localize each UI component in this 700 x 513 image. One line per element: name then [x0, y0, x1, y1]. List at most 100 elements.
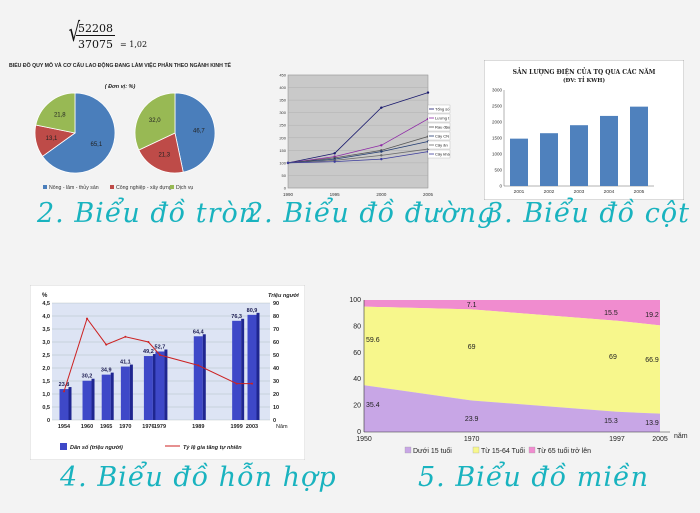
- line-point: [380, 154, 383, 157]
- y-tick-label: 350: [279, 98, 286, 103]
- combo-bar-side: [129, 364, 133, 420]
- pie-slice-label: 13,1: [46, 136, 58, 142]
- bar: [510, 138, 528, 186]
- pie-slice: [174, 92, 216, 173]
- formula-denominator: 37075: [78, 38, 113, 51]
- legend-box: [427, 104, 451, 114]
- pie-slice-label: 21,3: [158, 152, 170, 158]
- line-point: [380, 144, 383, 147]
- area-label: 7.1: [467, 302, 477, 309]
- legend-swatch: [472, 446, 480, 454]
- area-label: 69: [468, 344, 476, 351]
- combo-bar: [143, 356, 153, 420]
- area-label: 15.5: [604, 310, 618, 317]
- combo-bar: [155, 351, 165, 420]
- bar-title: SẢN LƯỢNG ĐIỆN CỦA TQ QUA CÁC NĂM: [513, 68, 656, 76]
- legend-label: Từ 15-64 Tuổi: [481, 447, 525, 455]
- y-tick-label: 0: [284, 186, 287, 191]
- legend-swatch: [110, 185, 114, 189]
- sqrt-symbol: √: [68, 18, 81, 48]
- y-tick-label: 300: [279, 110, 286, 115]
- y-tick-label: 80: [353, 323, 361, 330]
- combo-line-point: [124, 335, 127, 338]
- legend-swatch: [170, 185, 174, 189]
- combo-bar-label: 23,8: [59, 382, 70, 388]
- combo-bar-label: 80,9: [247, 308, 258, 314]
- combo-bar-side: [68, 387, 72, 420]
- y-tick-label: 1000: [492, 152, 503, 157]
- left-tick-label: 1,5: [42, 379, 50, 385]
- legend-label: Dân số (triệu người): [70, 444, 123, 451]
- bar: [570, 125, 588, 186]
- caption-bar: 3. Biểu đồ cột: [486, 198, 691, 229]
- x-tick-label: 2003: [246, 424, 258, 430]
- line-point: [333, 160, 336, 163]
- pie-slice: [41, 92, 116, 174]
- x-tick-label: 1960: [81, 424, 93, 430]
- line-point: [286, 161, 290, 165]
- bar: [540, 133, 558, 186]
- bar-group: 0 500 1000 1500 2000 2500 3000 2001 2002 2003 2004…: [492, 88, 654, 195]
- combo-bar: [232, 320, 242, 420]
- y-tick-label: 1500: [492, 136, 503, 141]
- pie-group: 65,1 13,1 21,8 46,7 21,3 32,0: [34, 92, 216, 174]
- x-tick-label: 1965: [100, 424, 112, 430]
- combo-line-point: [235, 382, 238, 385]
- left-tick-label: 3,5: [42, 327, 50, 333]
- area-label: 23.9: [465, 416, 479, 423]
- formula-result: = 1,02: [120, 40, 148, 49]
- combo-line-point: [63, 390, 65, 393]
- legend-swatch: [43, 185, 47, 189]
- combo-bar-label: 41,1: [120, 360, 131, 366]
- combo-bar-side: [110, 372, 114, 420]
- pie-slice: [35, 92, 76, 134]
- legend-label: Lương t: [435, 116, 450, 121]
- combo-line-point: [147, 341, 150, 343]
- line-chart: 0 50 100 150 200 250 300 350 400 450 1990 1995 2000 2…: [279, 73, 451, 198]
- line-series: [287, 118, 429, 164]
- pie-slice: [138, 132, 184, 174]
- formula-numerator: 52208: [76, 22, 115, 36]
- x-tick-label: 2004: [604, 189, 615, 195]
- y-tick-label: 450: [279, 73, 286, 78]
- combo-bar-label: 49,2: [143, 349, 154, 355]
- combo-group: 0 0,5 1,0 1,5 2,0 2,5 3,0 3,5 4,0 4,5 0 10 20 30 40 50 6…: [30, 285, 305, 460]
- area-chart: 0 20 40 60 80 100 1950 1970 1997 2005 năm 35.4 23.9 1…: [349, 297, 687, 455]
- x-tick-label: 2002: [544, 189, 555, 195]
- area-label: 15.3: [604, 418, 618, 425]
- x-tick-label: 1990: [283, 192, 294, 197]
- caption-combo: 4. Biểu đồ hỗn hợp: [60, 462, 337, 493]
- legend-label: Cây ăn: [435, 143, 448, 148]
- combo-bar-side: [241, 318, 245, 420]
- line-series: [287, 151, 429, 164]
- left-tick-label: 0,5: [42, 405, 50, 411]
- legend-swatch: [60, 443, 67, 450]
- y-tick-label: 2500: [492, 104, 503, 109]
- combo-bar: [59, 389, 69, 420]
- combo-bar: [120, 366, 130, 420]
- y-tick-label: 2000: [492, 120, 503, 125]
- y-tick-label: 0: [357, 429, 361, 436]
- x-tick-label: 2000: [376, 192, 387, 197]
- left-axis-label: %: [42, 293, 48, 299]
- y-tick-label: 500: [494, 168, 502, 173]
- x-tick-label: 1950: [356, 436, 372, 443]
- legend-box: [427, 113, 451, 123]
- legend-label: Dịch vụ: [176, 185, 193, 191]
- bar-subtitle: (ĐV: TỈ KWH): [563, 76, 606, 84]
- legend-label: Cây CN: [435, 134, 449, 139]
- x-tick-label: 2005: [634, 189, 645, 195]
- legend-swatch: [528, 446, 536, 454]
- combo-bar-label: 64,4: [193, 329, 205, 335]
- area-over65: [364, 300, 660, 326]
- area-group: 0 20 40 60 80 100 1950 1970 1997 2005 năm 35.4 23.9 1…: [349, 297, 687, 455]
- legend-label: Công nghiệp - xây dựng: [116, 185, 172, 191]
- combo-bar-side: [256, 312, 260, 420]
- legend-label: Rau đậu: [435, 125, 450, 130]
- combo-bar-side: [164, 349, 168, 420]
- x-tick-label: 1970: [464, 436, 480, 443]
- x-tick-label: 1995: [330, 192, 341, 197]
- pie-slice-label: 32,0: [149, 118, 161, 124]
- combo-bar-side: [152, 354, 156, 420]
- x-tick-label: 1999: [231, 424, 243, 430]
